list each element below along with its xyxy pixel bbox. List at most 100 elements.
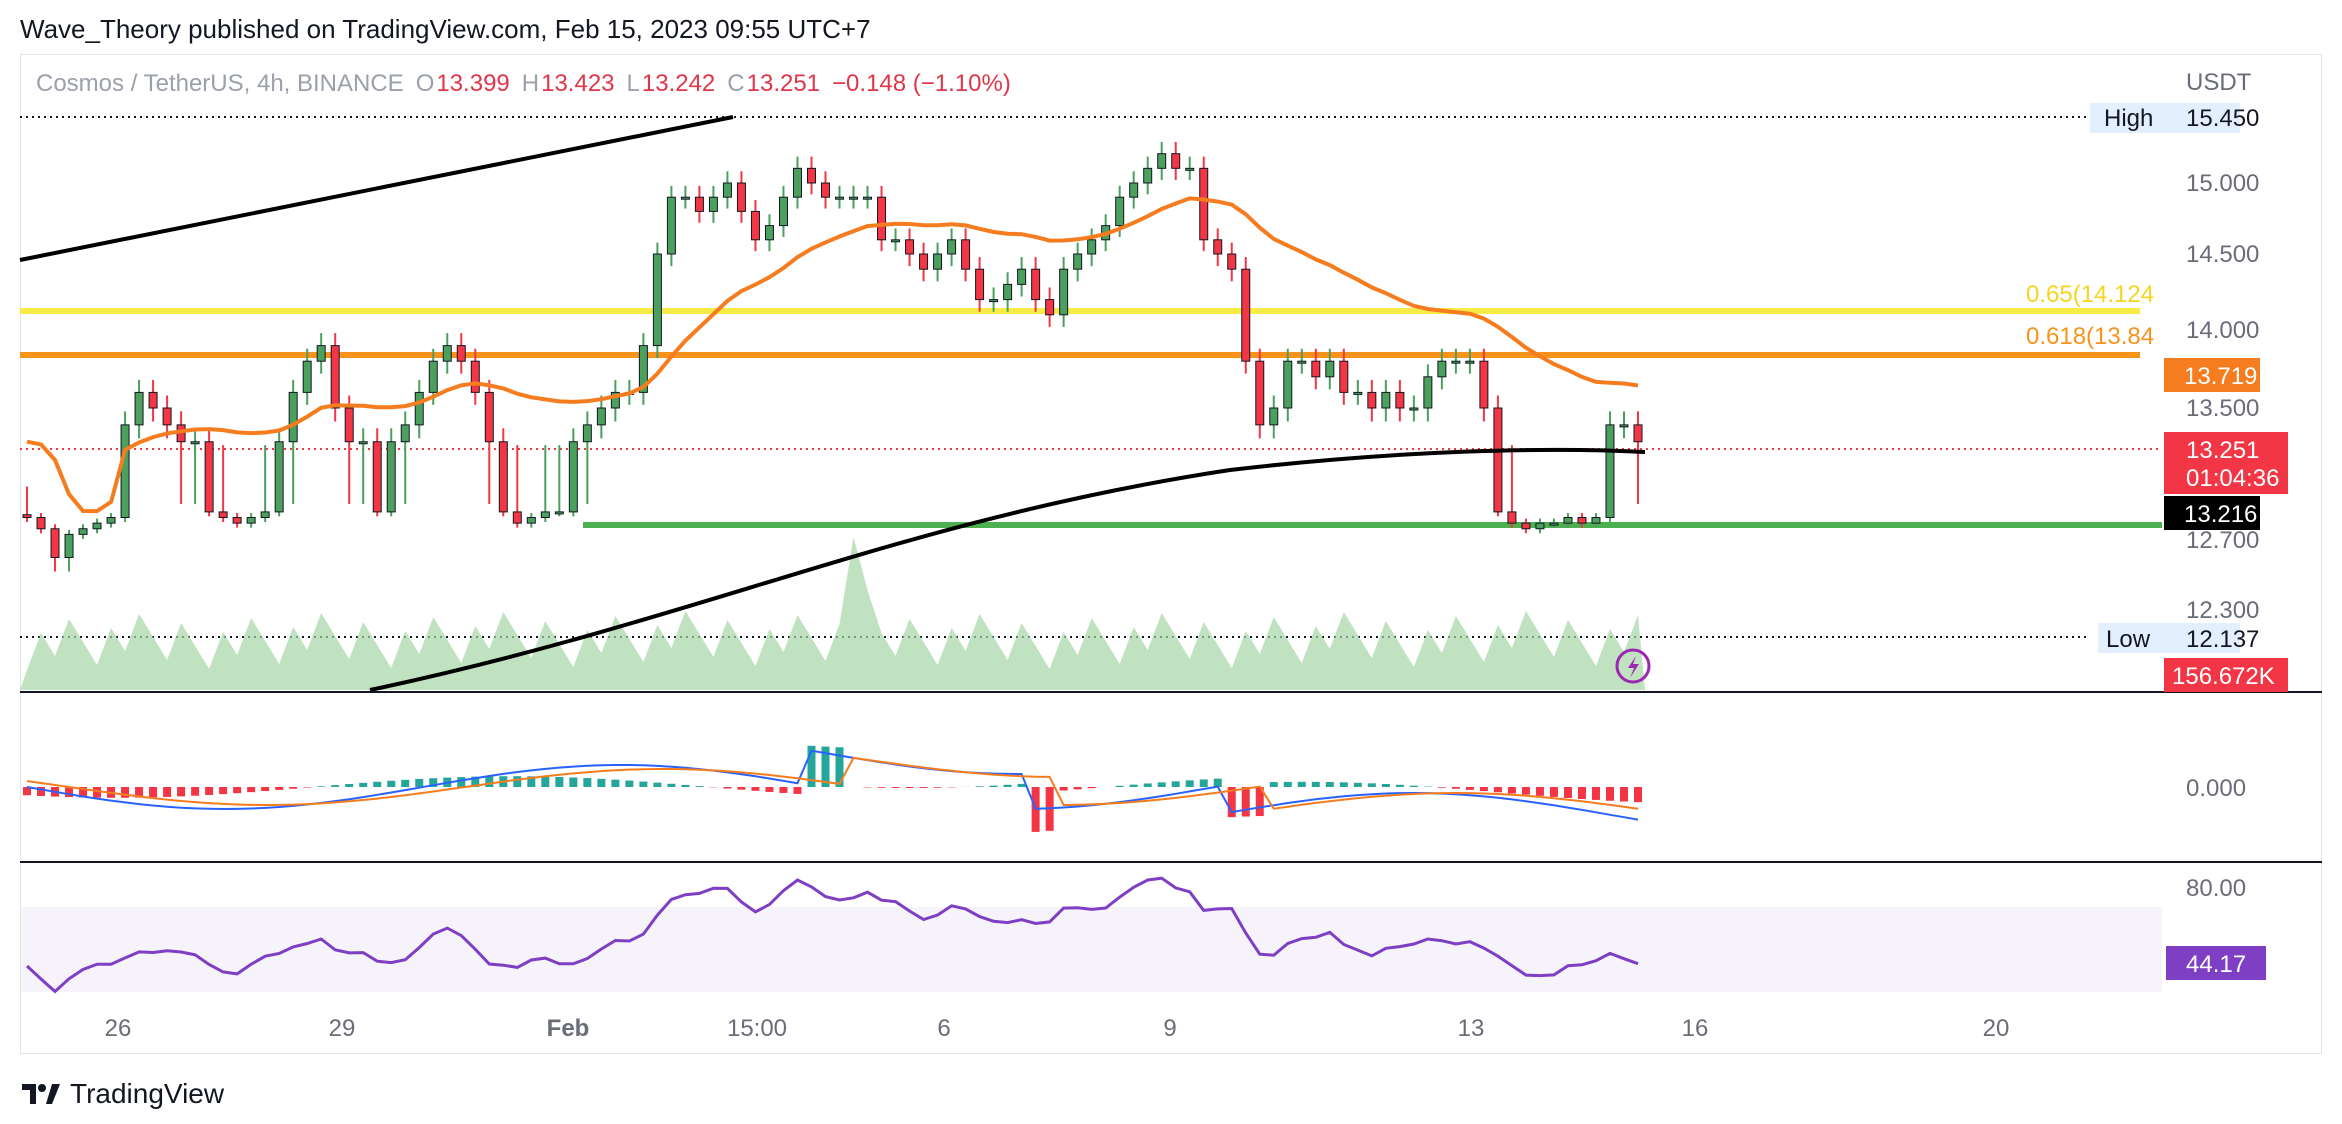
macd-histogram-bar [611, 779, 620, 787]
candle-body [190, 441, 200, 445]
macd-histogram-bar [527, 776, 536, 787]
candle-body [1059, 268, 1069, 316]
macd-histogram-bar [471, 776, 480, 787]
candle-body [344, 407, 354, 443]
candle-body [1451, 360, 1461, 364]
trend-line [19, 115, 734, 262]
candle-body [1003, 283, 1013, 301]
candle-body [302, 360, 312, 393]
candle-body [1255, 360, 1265, 426]
macd-histogram-bar [1129, 784, 1138, 787]
macd-signal-line [26, 756, 1639, 810]
macd-histogram-bar [1591, 787, 1600, 800]
candle-body [1507, 511, 1517, 524]
macd-histogram-bar [1059, 787, 1068, 791]
low-value: 12.137 [2186, 626, 2259, 653]
candle-body [1171, 153, 1181, 169]
candle-body [22, 514, 32, 519]
macd-histogram-bar [121, 787, 130, 798]
time-tick: 15:00 [727, 1015, 787, 1042]
candle-body [1535, 522, 1545, 530]
volume-area [20, 537, 1645, 690]
candle-body [835, 196, 845, 200]
macd-histogram-bar [1507, 787, 1516, 794]
candle-body [1437, 360, 1447, 378]
publisher-header: Wave_Theory published on TradingView.com… [20, 14, 871, 45]
symbol-legend: Cosmos / TetherUS, 4h, BINANCE O 13.399 H… [36, 70, 1011, 98]
macd-histogram-bar [93, 787, 102, 798]
footer-brand: TradingView [70, 1078, 225, 1109]
candle-body [1521, 522, 1531, 530]
candle-body [1325, 360, 1335, 378]
candle-body [1311, 360, 1321, 378]
candle-body [78, 528, 88, 535]
candle-body [372, 441, 382, 513]
macd-histogram-bar [989, 785, 998, 787]
macd-histogram-bar [457, 777, 466, 787]
macd-histogram-bar [1339, 782, 1348, 787]
candle-body [610, 391, 620, 409]
macd-histogram-bar [653, 782, 662, 787]
macd-histogram-bar [821, 746, 830, 787]
macd-histogram-bar [751, 787, 760, 791]
macd-histogram-bar [1227, 787, 1236, 818]
macd-histogram-bar [177, 787, 186, 797]
candle-body [1045, 299, 1055, 316]
candle-body [246, 517, 256, 524]
macd-histogram-bar [1297, 781, 1306, 787]
macd-histogram-bar [233, 787, 242, 794]
candle-body [358, 441, 368, 445]
macd-histogram-bar [1367, 783, 1376, 787]
candle-body [1185, 167, 1195, 171]
candle-body [442, 345, 452, 362]
change-value: −0.148 (−1.10%) [832, 70, 1011, 97]
candle-body [1339, 360, 1349, 393]
candle-body [694, 196, 704, 212]
candle-body [652, 253, 662, 347]
chart-frame[interactable] [20, 54, 2322, 1054]
macd-histogram-bar [1185, 780, 1194, 787]
candle-body [1465, 360, 1475, 364]
currency-label: USDT [2186, 69, 2252, 96]
macd-line [26, 749, 1639, 821]
candle-body [414, 391, 424, 426]
macd-histogram-bar [793, 787, 802, 794]
macd-histogram-bar [191, 787, 200, 796]
candle-body [1157, 153, 1167, 169]
macd-histogram-bar [1395, 784, 1404, 787]
low-badge [2098, 623, 2240, 653]
time-tick: 16 [1682, 1015, 1709, 1042]
macd-histogram-bar [373, 781, 382, 787]
symbol-name[interactable]: Cosmos / TetherUS, 4h, BINANCE [36, 70, 404, 97]
macd-histogram-bar [289, 787, 298, 789]
candle-body [961, 239, 971, 270]
price-tick: 13.500 [2186, 395, 2259, 422]
price-tick: 15.000 [2186, 170, 2259, 197]
macd-histogram-bar [149, 787, 158, 798]
macd-histogram-bar [485, 776, 494, 787]
candle-body [148, 391, 158, 409]
footer: TradingView [20, 1074, 224, 1114]
macd-histogram-bar [1017, 783, 1026, 787]
candle-body [1087, 239, 1097, 255]
candle-body [919, 253, 929, 270]
low-label: Low [2106, 626, 2151, 653]
price-tick: 14.000 [2186, 317, 2259, 344]
candle-body [274, 441, 284, 513]
macd-histogram-bar [359, 782, 368, 787]
macd-histogram-bar [317, 786, 326, 787]
candle-body [1129, 182, 1139, 198]
high-label: High [2104, 105, 2153, 132]
time-tick: 29 [329, 1015, 356, 1042]
candle-body [863, 196, 873, 200]
flash-icon[interactable] [1615, 648, 1651, 684]
candle-body [1493, 407, 1503, 513]
last-price-value: 13.251 [2186, 437, 2259, 464]
macd-histogram-bar [1143, 783, 1152, 787]
macd-histogram-bar [1437, 787, 1446, 788]
macd-histogram-bar [1255, 787, 1264, 817]
candle-body [456, 345, 466, 362]
candle-body [386, 441, 396, 513]
price-tick: 14.500 [2186, 241, 2259, 268]
